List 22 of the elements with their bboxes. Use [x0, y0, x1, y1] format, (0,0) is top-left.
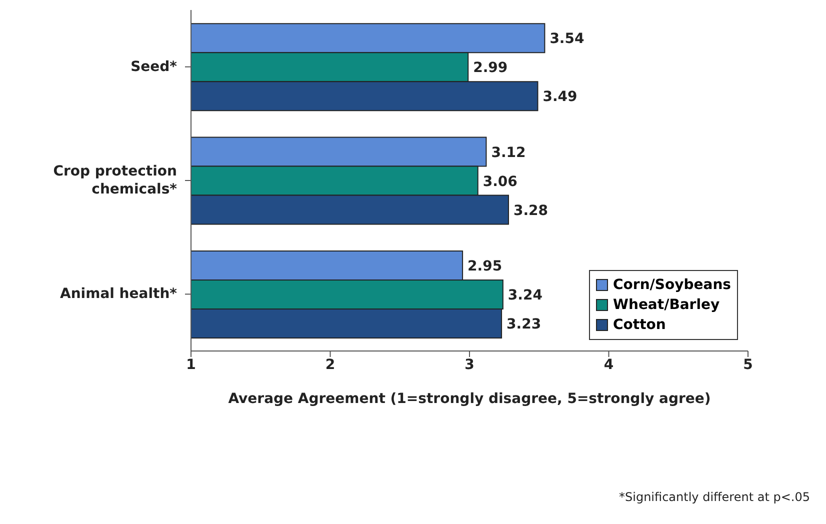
text: *Significantly different at p<.05	[619, 490, 810, 504]
x-axis-title: Average Agreement (1=strongly disagree, 5=strongly agree)	[228, 391, 711, 407]
y-tick-label: Crop protection chemicals*	[53, 164, 178, 198]
data-label: 2.95	[468, 258, 502, 274]
data-label: 3.24	[508, 287, 543, 304]
y-tick-label: Seed*	[130, 58, 178, 75]
y-tick-label: Animal health*	[60, 286, 178, 302]
legend-label: Cotton	[613, 316, 666, 335]
data-label: 3.54	[550, 31, 584, 48]
data-label: 3.23	[506, 316, 542, 332]
x-tick-label: 3	[464, 356, 474, 373]
data-label: 3.28	[513, 202, 548, 219]
data-label: 3.12	[491, 144, 526, 161]
x-tick-label: 2	[325, 356, 336, 373]
legend-label: Corn/Soybeans	[613, 276, 731, 295]
x-tick-label: 1	[186, 356, 196, 373]
data-label: 2.99	[473, 60, 508, 76]
data-label: 3.49	[542, 89, 578, 106]
x-tick-label: 5	[743, 356, 753, 373]
x-tick-label: 4	[604, 356, 614, 373]
legend-label: Wheat/Barley	[613, 296, 720, 315]
data-label: 3.06	[482, 174, 518, 190]
